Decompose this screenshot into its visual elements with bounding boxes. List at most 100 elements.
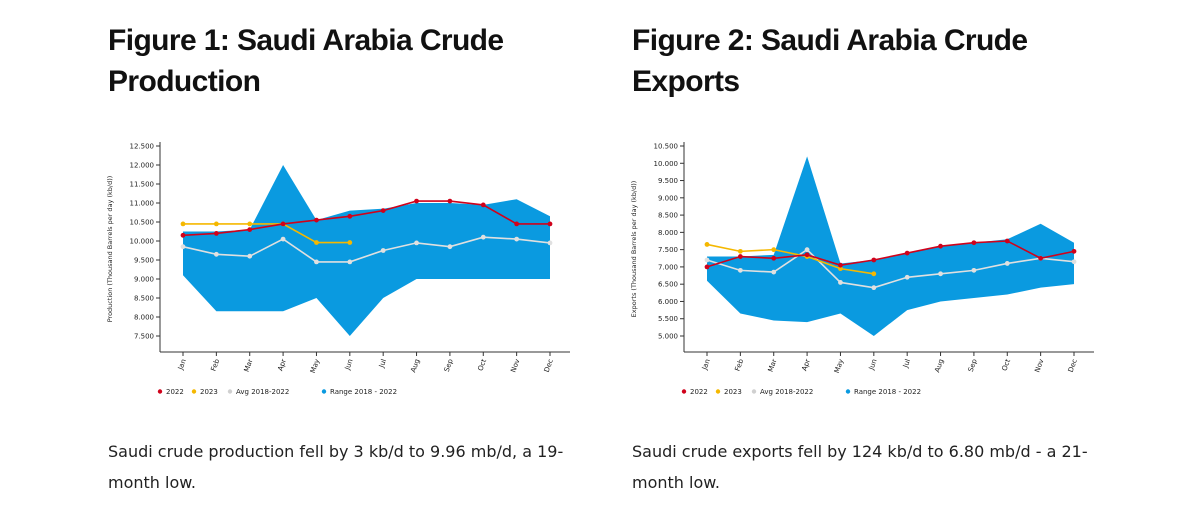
y-tick-label: 8.000	[658, 229, 678, 237]
series-point-avg-2018-2022	[771, 269, 777, 275]
legend-label-avg-2018-2022: Avg 2018-2022	[236, 388, 289, 396]
legend-label-range-2018-2022: Range 2018 - 2022	[854, 388, 921, 396]
y-tick-label: 10.500	[654, 143, 679, 151]
series-line-2022	[706, 240, 1075, 268]
series-point-avg-2018-2022	[447, 244, 453, 250]
legend-marker-2023	[715, 389, 721, 394]
series-point-2022	[414, 198, 419, 204]
production-chart: 7.500 8.000 8.500 9.000 9.500 10.000 10.500 11.…	[106, 142, 570, 396]
y-tick-label: 7.500	[134, 333, 154, 341]
legend-marker-avg-2018-2022	[751, 389, 757, 394]
series-point-2023	[704, 242, 710, 247]
series-point-2022	[447, 198, 453, 204]
series-point-avg-2018-2022	[704, 257, 710, 263]
x-tick-label-dec: Dec	[543, 358, 555, 374]
series-point-2023	[180, 221, 186, 227]
y-tick-label: 9.000	[134, 276, 154, 284]
x-tick-label-oct: Oct	[1000, 358, 1012, 372]
series-point-2023	[247, 221, 253, 227]
y-tick-label: 5.000	[658, 333, 678, 341]
series-point-avg-2018-2022	[514, 236, 520, 242]
series-point-2022	[1038, 255, 1044, 261]
series-point-avg-2018-2022	[247, 253, 253, 259]
series-point-2022	[771, 255, 777, 261]
y-tick-label: 11.500	[130, 181, 155, 189]
range-band	[707, 156, 1074, 336]
series-point-2022	[180, 232, 186, 238]
y-tick-label: 6.000	[658, 298, 678, 306]
x-tick-label-aug: Aug	[409, 358, 421, 374]
series-point-2022	[247, 227, 253, 232]
range-band	[183, 165, 550, 336]
y-tick-label: 10.500	[130, 219, 155, 227]
legend-label-range-2018-2022: Range 2018 - 2022	[330, 388, 397, 396]
series-point-avg-2018-2022	[971, 267, 977, 273]
series-point-avg-2018-2022	[547, 240, 553, 246]
legend-label-2023: 2023	[724, 388, 742, 396]
x-tick-label-may: May	[833, 358, 845, 374]
y-axis-label: Exports (Thousand Barrels per day (kb/d)…	[630, 181, 638, 318]
series-line-avg-2018-2022	[706, 248, 1075, 289]
series-point-avg-2018-2022	[804, 247, 810, 253]
exports-chart: 5.000 5.500 6.000 6.500 7.000 7.500 8.000 8.500…	[630, 142, 1094, 396]
y-tick-label: 8.500	[658, 212, 678, 220]
series-point-avg-2018-2022	[280, 236, 286, 242]
y-tick-label: 7.500	[658, 246, 678, 254]
y-tick-label: 7.000	[658, 263, 678, 271]
series-point-avg-2018-2022	[347, 259, 353, 265]
series-point-2022	[514, 221, 520, 227]
y-tick-label: 12.500	[130, 143, 155, 151]
series-point-avg-2018-2022	[314, 259, 319, 265]
series-point-2022	[971, 240, 977, 246]
figure-1-caption: Saudi crude production fell by 3 kb/d to…	[108, 442, 564, 492]
figure-2-title: Figure 2: Saudi Arabia Crude Exports	[632, 24, 1028, 98]
series-point-avg-2018-2022	[1004, 261, 1010, 266]
x-tick-label-sep: Sep	[443, 357, 455, 373]
series-point-2022	[280, 221, 286, 227]
legend-marker-2022	[681, 389, 687, 394]
legend-label-2023: 2023	[200, 388, 218, 396]
x-tick-label-aug: Aug	[933, 358, 945, 374]
y-axis-label: Production (Thousand Barrels per day (kb…	[106, 176, 114, 323]
series-point-2022	[1004, 238, 1010, 244]
series-point-2022	[480, 202, 486, 208]
series-point-avg-2018-2022	[213, 251, 219, 257]
x-tick-label-jun: Jun	[867, 358, 879, 372]
y-tick-label: 9.500	[658, 177, 678, 185]
x-tick-label-feb: Feb	[209, 357, 221, 372]
legend-marker-range-2018-2022	[321, 389, 327, 394]
series-line-2022	[182, 200, 550, 237]
series-point-avg-2018-2022	[1071, 259, 1077, 265]
legend-marker-2023	[191, 389, 197, 394]
x-tick-label-jul: Jul	[901, 358, 912, 370]
series-point-avg-2018-2022	[480, 234, 486, 240]
exports-chart-panel: Figure 2: Saudi Arabia Crude Exports 5.0…	[630, 0, 1122, 524]
series-point-2022	[213, 231, 219, 236]
x-tick-label-mar: Mar	[243, 358, 255, 373]
series-point-2022	[380, 208, 386, 213]
series-point-avg-2018-2022	[838, 280, 843, 285]
series-point-2022	[737, 254, 743, 259]
series-point-2022	[938, 243, 943, 249]
series-point-avg-2018-2022	[938, 271, 943, 277]
series-line-2023	[706, 243, 874, 275]
series-point-avg-2018-2022	[180, 244, 186, 250]
y-tick-label: 5.500	[658, 315, 678, 323]
series-point-2023	[213, 221, 219, 227]
series-point-2022	[347, 213, 353, 219]
y-tick-label: 8.500	[134, 295, 154, 303]
series-line-avg-2018-2022	[182, 236, 551, 263]
series-point-2023	[737, 248, 743, 254]
series-point-2022	[871, 257, 877, 263]
x-tick-label-apr: Apr	[800, 358, 812, 372]
series-point-avg-2018-2022	[871, 285, 877, 291]
series-point-avg-2018-2022	[414, 240, 419, 246]
x-tick-label-feb: Feb	[733, 357, 745, 372]
series-point-2022	[1071, 248, 1077, 254]
legend-marker-avg-2018-2022	[227, 389, 233, 394]
y-tick-label: 12.000	[130, 162, 155, 170]
series-point-2023	[871, 271, 877, 277]
series-point-2023	[771, 247, 777, 253]
y-tick-label: 10.000	[654, 160, 679, 168]
y-tick-label: 9.000	[658, 194, 678, 202]
